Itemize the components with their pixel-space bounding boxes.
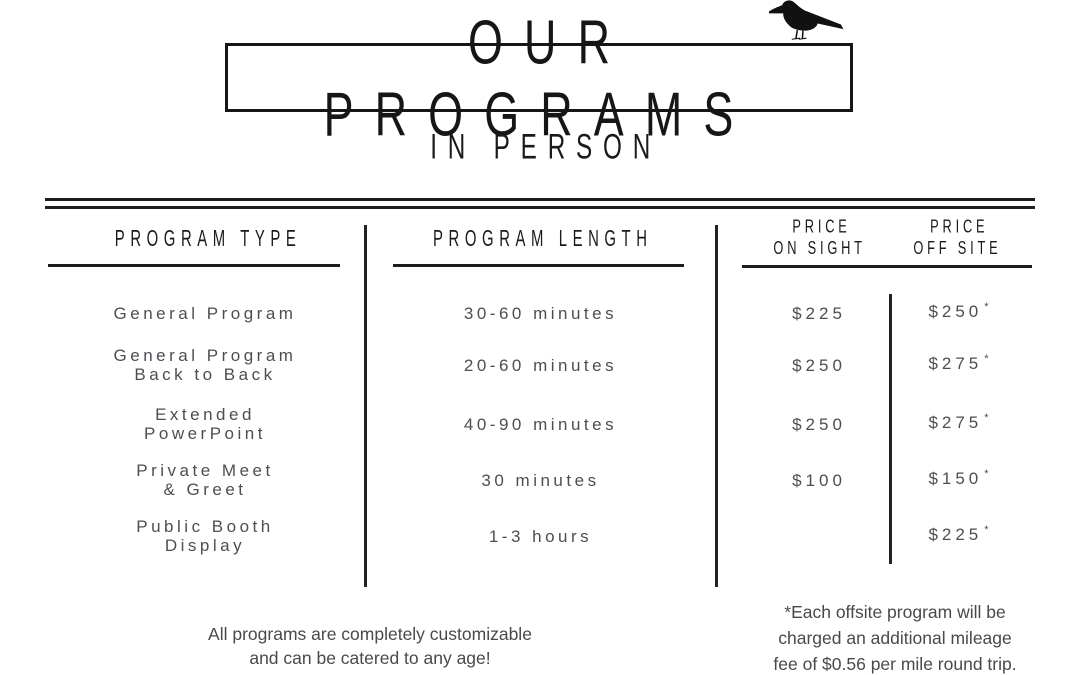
asterisk-note: *	[984, 468, 989, 480]
program-type-cell: Public Booth Display	[136, 517, 274, 555]
asterisk-note: *	[984, 524, 989, 536]
program-type-cell: General Program	[113, 303, 297, 323]
price-on-site-cell: $250	[792, 355, 846, 375]
price-off-site-cell: $150 *	[928, 468, 989, 488]
price-off-site-cell: $250 *	[928, 301, 989, 321]
header-underline-price	[742, 265, 1032, 268]
subtitle-wrap: IN PERSON	[0, 127, 1080, 166]
header-program-length: PROGRAM LENGTH	[433, 226, 654, 252]
program-length-cell: 20-60 minutes	[463, 355, 618, 375]
price-off-site-cell: $275 *	[928, 412, 989, 432]
program-type-cell: Extended PowerPoint	[144, 405, 266, 443]
double-rule	[45, 198, 1035, 209]
price-column-divider	[889, 294, 892, 564]
table-row: General Program 30-60 minutes $225 $250 *	[45, 291, 1035, 335]
price-off-site-cell: $275 *	[928, 353, 989, 373]
program-length-cell: 1-3 hours	[488, 526, 593, 546]
footnote-customizable: All programs are completely customizable…	[208, 624, 532, 668]
column-divider-2	[715, 225, 718, 587]
program-type-cell: Private Meet & Greet	[136, 461, 274, 499]
footnote-mileage: *Each offsite program will be charged an…	[773, 602, 1017, 674]
column-divider-1	[364, 225, 367, 587]
price-off-site-cell: $225 *	[928, 524, 989, 544]
price-on-site-cell: $100	[792, 470, 846, 490]
table-row: Public Booth Display 1-3 hours $225 *	[45, 507, 1035, 565]
table-row: General Program Back to Back 20-60 minut…	[45, 337, 1035, 393]
table-row: Private Meet & Greet 30 minutes $100 $15…	[45, 453, 1035, 507]
table-row: Extended PowerPoint 40-90 minutes $250 $…	[45, 395, 1035, 453]
header-underline-length	[393, 264, 684, 267]
asterisk-note: *	[984, 412, 989, 424]
header-price-on-sight: PRICE ON SIGHT	[773, 216, 867, 259]
asterisk-note: *	[984, 353, 989, 365]
program-length-cell: 30 minutes	[481, 470, 600, 490]
bird-icon	[769, 0, 844, 40]
header-price-off-site: PRICE OFF SITE	[912, 216, 1002, 259]
program-length-cell: 30-60 minutes	[463, 303, 618, 323]
page-subtitle: IN PERSON	[429, 127, 661, 167]
program-type-cell: General Program Back to Back	[113, 346, 297, 384]
price-on-site-cell: $225	[792, 303, 846, 323]
asterisk-note: *	[984, 301, 989, 313]
program-length-cell: 40-90 minutes	[463, 414, 618, 434]
price-on-site-cell: $250	[792, 414, 846, 434]
page-title: OUR PROGRAMS	[323, 6, 755, 149]
header-program-type: PROGRAM TYPE	[114, 226, 302, 252]
header-underline-type	[48, 264, 340, 267]
title-box: OUR PROGRAMS	[225, 7, 853, 148]
